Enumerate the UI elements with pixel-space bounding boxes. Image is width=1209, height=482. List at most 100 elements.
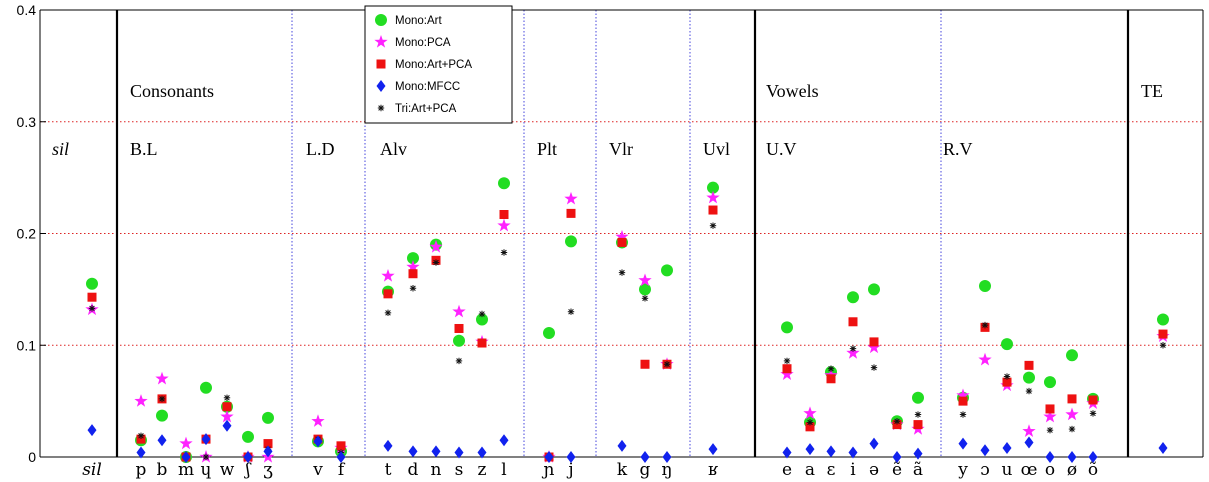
point-square-a: [805, 422, 815, 432]
point-asterisk-ŋ: [663, 361, 671, 368]
point-asterisk-o-stroke-3: [1047, 427, 1053, 433]
legend-label-3: Mono:Art+PCA: [395, 59, 472, 71]
point-asterisk-g: [641, 295, 649, 302]
region-label-0: sil: [52, 139, 69, 159]
region-label-7: U.V: [766, 139, 797, 159]
point-diamond-b: [157, 434, 167, 447]
x-tick-label-ʁ: ʁ: [708, 460, 718, 480]
point-asterisk-p-stroke-3: [138, 433, 144, 439]
x-tick-label-õ: õ: [1088, 460, 1098, 480]
point-star-n: [429, 239, 443, 253]
x-tick-label-i: i: [850, 460, 856, 480]
x-tick-label-t: t: [385, 460, 392, 480]
point-square-l: [499, 210, 509, 220]
point-asterisk-e-stroke-3: [784, 358, 790, 364]
point-square-œ: [1024, 360, 1034, 370]
point-asterisk-TE: [1159, 342, 1167, 349]
point-circle-e: [781, 321, 793, 334]
point-square-ɛ: [826, 374, 836, 384]
point-asterisk-ã: [914, 411, 922, 418]
point-asterisk-œ-stroke-3: [1026, 388, 1032, 394]
x-tick-label-ø: ø: [1067, 460, 1077, 480]
region-label-5: Vlr: [609, 139, 633, 159]
point-diamond-j: [566, 451, 576, 463]
point-star-s: [452, 304, 466, 318]
x-tick-label-m: m: [178, 460, 194, 480]
point-diamond-e: [782, 446, 792, 459]
point-asterisk-u-stroke-3: [1004, 373, 1010, 380]
point-asterisk-ʁ: [709, 222, 717, 229]
x-tick-label-d: d: [408, 460, 419, 480]
legend-box: [364, 5, 513, 124]
point-circle-ʒ: [262, 411, 274, 424]
x-tick-label-ɥ: ɥ: [201, 460, 212, 480]
point-circle-l: [498, 177, 510, 190]
y-tick-label-3: 0.3: [17, 114, 37, 130]
region-label-2: L.D: [306, 139, 335, 159]
point-asterisk-ɛ-stroke-3: [828, 365, 834, 372]
y-tick-label-1: 0.1: [17, 337, 37, 353]
point-circle-ʃ: [242, 430, 254, 443]
point-star-i: [846, 346, 860, 359]
x-tick-label-b: b: [157, 460, 168, 480]
point-star-v: [311, 414, 325, 427]
point-asterisk-z-stroke-3: [479, 311, 485, 317]
region-label-6: Uvl: [703, 139, 730, 159]
point-square-s: [454, 323, 464, 333]
point-star-ø: [1065, 407, 1079, 421]
point-circle-i: [847, 291, 859, 304]
point-asterisk-n-stroke-3: [433, 259, 439, 266]
point-diamond-ŋ: [662, 451, 672, 463]
point-star-e: [780, 367, 794, 380]
group-label-consonants: Consonants: [130, 81, 214, 101]
point-asterisk-sil-stroke-3: [89, 305, 95, 312]
x-tick-label-ɲ: ɲ: [542, 460, 555, 480]
data-marks: [85, 177, 1170, 463]
point-diamond-s: [454, 446, 464, 459]
x-tick-label-ẽ: ẽ: [892, 460, 902, 480]
x-tick-label-v: v: [312, 460, 323, 480]
point-square-p: [136, 434, 146, 444]
legend-label-4: Mono:MFCC: [395, 81, 460, 93]
point-star-w: [220, 409, 234, 423]
point-diamond-sil: [87, 424, 97, 437]
legend-marker-circle: [375, 14, 387, 26]
region-labels: sil B.L Consonants L.D Alv Plt Vlr Uvl U.V Vowels…: [52, 81, 1163, 159]
point-circle-TE: [1157, 313, 1169, 326]
point-asterisk-ə: [870, 364, 878, 371]
point-asterisk-d: [409, 285, 417, 292]
point-circle-g: [639, 283, 651, 296]
point-asterisk-o: [1046, 426, 1054, 434]
region-separators: [115, 10, 1130, 457]
x-tick-label-ã: ã: [913, 460, 923, 480]
point-diamond-ʁ: [708, 443, 718, 456]
x-tick-label-l: l: [501, 460, 506, 480]
point-diamond-f: [336, 451, 346, 463]
point-square-ʒ: [263, 439, 273, 449]
point-star-p: [134, 394, 148, 407]
x-tick-label-e: e: [782, 460, 792, 480]
point-asterisk-ẽ-stroke-3: [894, 418, 900, 424]
point-asterisk-j: [567, 308, 575, 315]
point-square-d: [408, 269, 418, 279]
x-tick-label-j: j: [566, 460, 573, 480]
point-circle-u: [1001, 338, 1013, 351]
point-diamond-z: [477, 446, 487, 459]
y-tick-label-4: 0.4: [17, 2, 37, 18]
point-circle-ø: [1066, 349, 1078, 362]
legend-label-5: Tri:Art+PCA: [395, 103, 457, 115]
x-tick-label-y: y: [957, 460, 968, 480]
x-tick-label-f: f: [338, 460, 346, 480]
y-tick-label-2: 0.2: [17, 226, 37, 242]
x-tick-label-ɔ: ɔ: [980, 460, 990, 480]
point-asterisk-i: [849, 345, 857, 352]
legend-label-2: Mono:PCA: [395, 37, 451, 49]
point-diamond-g: [640, 451, 650, 463]
point-star-j: [564, 191, 578, 205]
point-star-ʁ: [706, 190, 720, 204]
point-square-j: [566, 208, 576, 218]
point-diamond-t: [383, 439, 393, 452]
point-asterisk-ɔ: [981, 321, 989, 329]
point-asterisk-y-stroke-3: [960, 411, 966, 418]
point-circle-œ: [1023, 371, 1035, 384]
